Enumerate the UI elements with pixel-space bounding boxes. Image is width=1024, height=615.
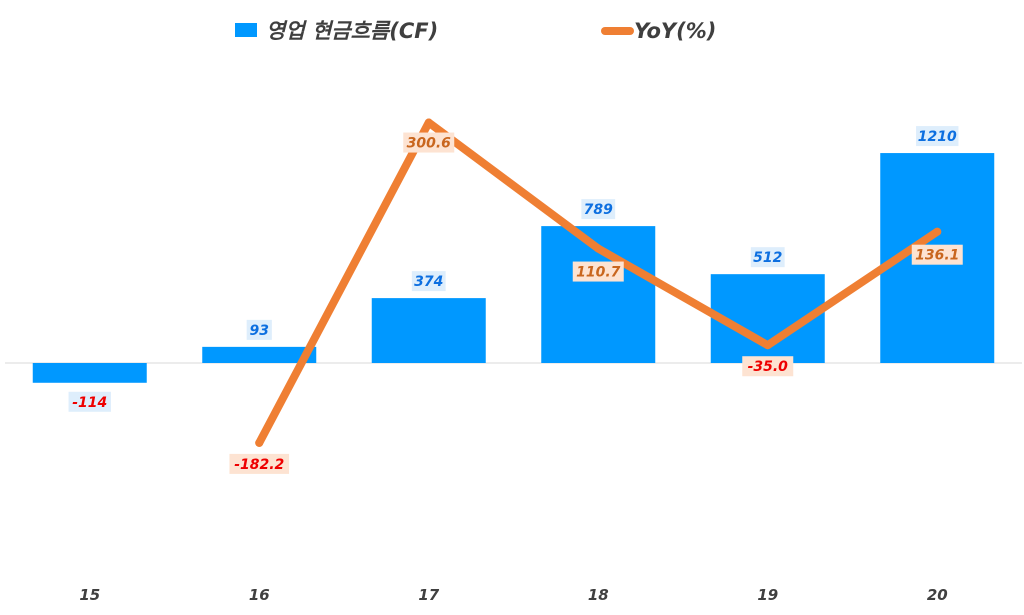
bar-15 [32,363,147,383]
yoy-label-17-bg [403,132,455,153]
yoy-label-18: 110.7 [572,261,624,282]
x-axis-ticks: 15 16 17 18 19 20 [79,586,947,604]
yoy-label-19-text: -35.0 [748,359,789,375]
yoy-label-16-text: -182.2 [234,457,284,473]
yoy-point-20 [933,227,942,236]
bar-label-15: -114 [68,391,111,412]
bar-label-19: 512 [750,247,785,268]
x-tick-18: 18 [588,586,609,604]
bar-label-18-bg [581,199,616,220]
bar-label-15-text: -114 [72,395,107,411]
yoy-label-20-text: 136.1 [915,248,959,264]
bar-label-17-bg [411,271,446,292]
bar-label-15-bg [68,391,111,412]
yoy-label-17: 300.6 [403,132,455,153]
yoy-label-17-text: 300.6 [407,136,452,152]
x-tick-16: 16 [249,586,270,604]
yoy-label-18-text: 110.7 [576,265,621,281]
legend-line-label: YoY(%) [634,19,716,43]
bar-label-17-text: 374 [414,274,443,290]
bar-label-20-text: 1210 [918,129,957,145]
yoy-label-16-bg [229,453,290,474]
yoy-point-16 [255,438,264,447]
x-tick-17: 17 [418,586,439,604]
bar-data-labels: -114 93 374 789 512 1210 [68,126,959,412]
yoy-label-18-bg [572,261,624,282]
bar-label-17: 374 [411,271,446,292]
x-tick-15: 15 [79,586,100,604]
yoy-label-20: 136.1 [911,244,963,265]
bar-label-20-bg [916,126,959,147]
yoy-point-18 [594,244,603,253]
x-tick-19: 19 [757,586,778,604]
yoy-label-19-bg [742,356,794,377]
x-tick-20: 20 [927,586,948,604]
yoy-label-19: -35.0 [742,356,794,377]
line-data-labels: -182.2 300.6 110.7 -35.0 136.1 [229,132,963,474]
yoy-point-19 [763,341,772,350]
yoy-point-17 [424,118,433,127]
legend: 영업 현금흐름(CF) YoY(%) [235,19,716,43]
bar-label-18-text: 789 [584,202,613,218]
bar-label-16-bg [246,319,272,340]
bar-label-19-text: 512 [753,250,782,266]
bar-label-16: 93 [246,319,272,340]
legend-bar-swatch [235,23,257,37]
bar-16 [202,346,317,363]
legend-bar-label: 영업 현금흐름(CF) [266,19,438,43]
yoy-label-20-bg [911,244,963,265]
bar-label-18: 789 [581,199,616,220]
line-series [255,118,942,447]
bar-label-20: 1210 [916,126,959,147]
yoy-label-16: -182.2 [229,453,290,474]
bar-label-19-bg [750,247,785,268]
bar-17 [371,298,486,363]
bar-label-16-text: 93 [250,323,269,339]
